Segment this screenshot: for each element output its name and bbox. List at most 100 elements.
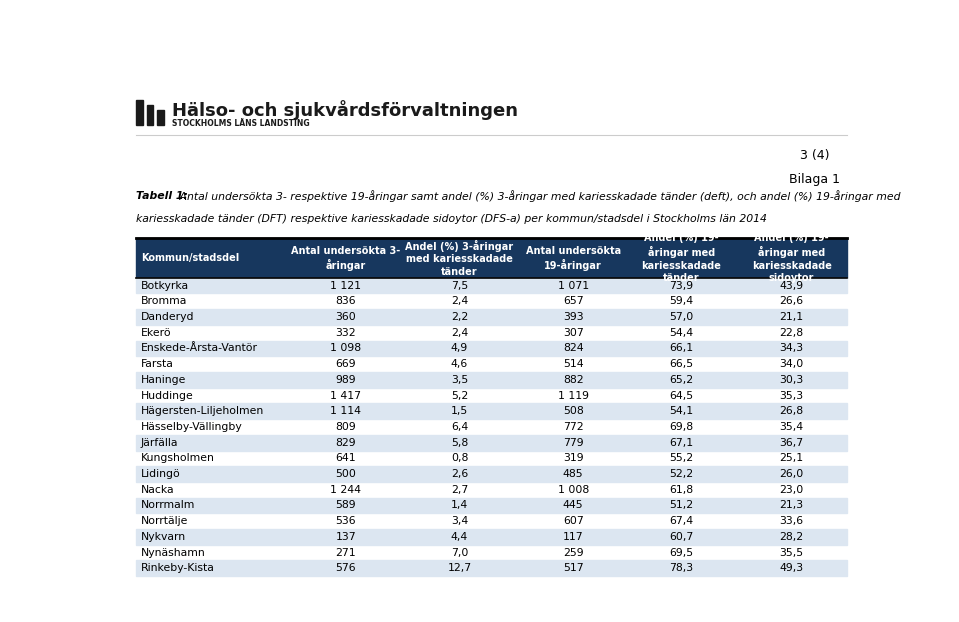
Bar <box>136 560 847 576</box>
Text: Nykvarn: Nykvarn <box>141 532 186 542</box>
Text: 1 114: 1 114 <box>330 406 362 416</box>
Text: 1 008: 1 008 <box>557 485 589 494</box>
Text: 824: 824 <box>563 343 583 353</box>
Text: 576: 576 <box>336 564 356 573</box>
Text: 836: 836 <box>336 296 356 306</box>
Bar <box>136 277 847 294</box>
Text: 393: 393 <box>563 312 583 322</box>
Text: 5,8: 5,8 <box>451 438 468 448</box>
Bar <box>136 498 847 513</box>
Text: 5,2: 5,2 <box>451 391 468 401</box>
Text: Huddinge: Huddinge <box>141 391 194 401</box>
Text: 6,4: 6,4 <box>451 422 468 432</box>
Text: 26,8: 26,8 <box>780 406 804 416</box>
Text: Rinkeby-Kista: Rinkeby-Kista <box>141 564 215 573</box>
Text: 22,8: 22,8 <box>780 328 804 338</box>
Text: 73,9: 73,9 <box>669 281 693 290</box>
Text: 60,7: 60,7 <box>669 532 693 542</box>
Text: 137: 137 <box>336 532 356 542</box>
Text: 669: 669 <box>336 359 356 369</box>
Text: Haninge: Haninge <box>141 375 186 385</box>
Text: 2,4: 2,4 <box>451 328 468 338</box>
Text: 34,3: 34,3 <box>780 343 804 353</box>
Bar <box>136 404 847 419</box>
Bar <box>136 238 847 277</box>
Text: 21,3: 21,3 <box>780 501 804 511</box>
Text: 3,5: 3,5 <box>451 375 468 385</box>
Text: 259: 259 <box>563 547 583 557</box>
Text: Andel (%) 3-åringar
med kariesskadade
tänder: Andel (%) 3-åringar med kariesskadade tä… <box>406 239 514 277</box>
Text: Hässelby-Vällingby: Hässelby-Vällingby <box>141 422 243 432</box>
Text: 35,5: 35,5 <box>780 547 804 557</box>
Text: 43,9: 43,9 <box>780 281 804 290</box>
Text: 445: 445 <box>563 501 583 511</box>
Text: Botkyrka: Botkyrka <box>141 281 189 290</box>
Text: 117: 117 <box>563 532 583 542</box>
Text: Nynäshamn: Nynäshamn <box>141 547 205 557</box>
Text: 485: 485 <box>563 469 583 479</box>
Text: Enskede-Årsta-Vantör: Enskede-Årsta-Vantör <box>141 343 258 353</box>
Text: 4,6: 4,6 <box>451 359 468 369</box>
Text: 55,2: 55,2 <box>669 453 693 463</box>
Text: 64,5: 64,5 <box>669 391 693 401</box>
Text: 1 244: 1 244 <box>330 485 362 494</box>
Text: 34,0: 34,0 <box>780 359 804 369</box>
Text: 69,8: 69,8 <box>669 422 693 432</box>
Text: 12,7: 12,7 <box>448 564 472 573</box>
Bar <box>136 100 143 125</box>
Text: 772: 772 <box>563 422 583 432</box>
Bar <box>136 529 847 545</box>
Text: Hälso- och sjukvårdsförvaltningen: Hälso- och sjukvårdsförvaltningen <box>172 100 518 120</box>
Text: Antal undersökta 3- respektive 19-åringar samt andel (%) 3-åringar med kariesska: Antal undersökta 3- respektive 19-åringa… <box>175 190 901 202</box>
Text: Antal undersökta 3-
åringar: Antal undersökta 3- åringar <box>292 246 401 271</box>
Text: Nacka: Nacka <box>141 485 175 494</box>
Text: 25,1: 25,1 <box>780 453 804 463</box>
Text: Kungsholmen: Kungsholmen <box>141 453 215 463</box>
Text: 30,3: 30,3 <box>780 375 804 385</box>
Text: Norrtälje: Norrtälje <box>141 516 188 526</box>
Text: 21,1: 21,1 <box>780 312 804 322</box>
Text: 54,4: 54,4 <box>669 328 693 338</box>
Text: 989: 989 <box>336 375 356 385</box>
Bar <box>136 341 847 356</box>
Bar <box>136 309 847 325</box>
Text: 829: 829 <box>336 438 356 448</box>
Bar <box>136 372 847 388</box>
Text: 536: 536 <box>336 516 356 526</box>
Text: Järfälla: Järfälla <box>141 438 178 448</box>
Bar <box>147 105 153 125</box>
Text: 26,6: 26,6 <box>780 296 804 306</box>
Text: 1 119: 1 119 <box>558 391 589 401</box>
Text: Ekerö: Ekerö <box>141 328 172 338</box>
Text: 1 071: 1 071 <box>557 281 589 290</box>
Text: Bilaga 1: Bilaga 1 <box>789 173 840 186</box>
Text: 1,5: 1,5 <box>451 406 468 416</box>
Text: 7,5: 7,5 <box>451 281 468 290</box>
Text: 78,3: 78,3 <box>669 564 693 573</box>
Text: 26,0: 26,0 <box>780 469 804 479</box>
Text: 66,5: 66,5 <box>669 359 693 369</box>
Text: Kommun/stadsdel: Kommun/stadsdel <box>141 253 239 263</box>
Text: 1,4: 1,4 <box>451 501 468 511</box>
Text: Norrmalm: Norrmalm <box>141 501 195 511</box>
Text: 67,4: 67,4 <box>669 516 693 526</box>
Text: 2,6: 2,6 <box>451 469 468 479</box>
Text: 4,4: 4,4 <box>451 532 468 542</box>
Text: 52,2: 52,2 <box>669 469 693 479</box>
Text: 35,4: 35,4 <box>780 422 804 432</box>
Text: Danderyd: Danderyd <box>141 312 194 322</box>
Bar <box>136 435 847 450</box>
Text: Lidingö: Lidingö <box>141 469 180 479</box>
Text: 7,0: 7,0 <box>451 547 468 557</box>
Text: Andel (%) 19-
åringar med
kariesskadade
tänder: Andel (%) 19- åringar med kariesskadade … <box>642 233 721 283</box>
Text: Farsta: Farsta <box>141 359 174 369</box>
Text: 59,4: 59,4 <box>669 296 693 306</box>
Text: 508: 508 <box>563 406 584 416</box>
Text: 2,4: 2,4 <box>451 296 468 306</box>
Text: 51,2: 51,2 <box>669 501 693 511</box>
Text: 1 098: 1 098 <box>330 343 362 353</box>
Text: 57,0: 57,0 <box>669 312 693 322</box>
Text: 500: 500 <box>336 469 356 479</box>
Text: 1 417: 1 417 <box>330 391 362 401</box>
Text: 33,6: 33,6 <box>780 516 804 526</box>
